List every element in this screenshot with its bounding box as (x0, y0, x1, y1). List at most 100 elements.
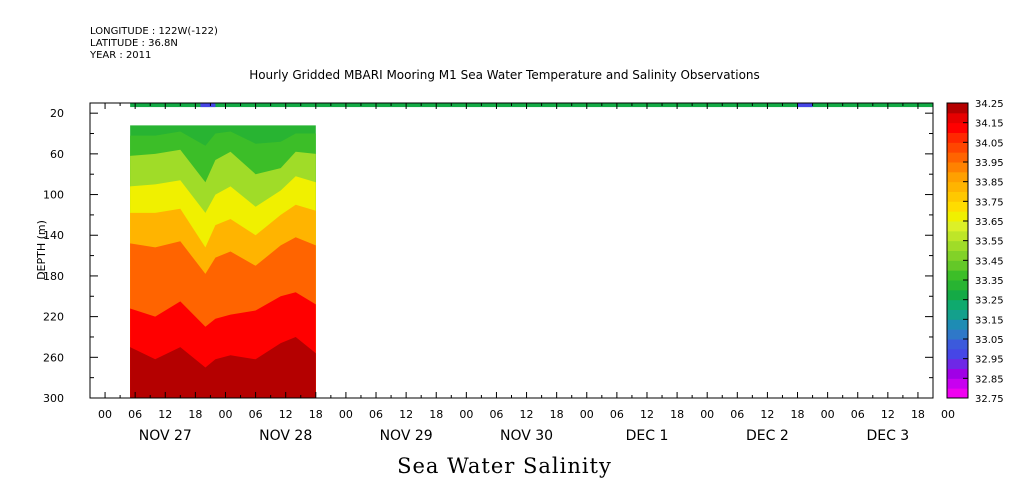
colorbar-swatch (947, 211, 968, 222)
surface-low-patch-1 (797, 103, 813, 108)
x-hour-label: 00 (580, 408, 594, 421)
axes: 00 06 12 18 00 06 12 18 00 06 12 18 00 06 12 18 00 06 12 18… (43, 103, 955, 444)
x-hour-label: 06 (489, 408, 503, 421)
x-day-label: DEC 1 (626, 428, 669, 444)
isohaline-34-2 (130, 337, 316, 398)
colorbar-label: 34.05 (975, 138, 1004, 149)
x-hour-label: 12 (399, 408, 413, 421)
chart-title: Hourly Gridded MBARI Mooring M1 Sea Wate… (249, 68, 760, 82)
chart-caption: Sea Water Salinity (397, 454, 612, 478)
colorbar-swatch (947, 358, 968, 369)
y-tick-label: 220 (43, 311, 64, 324)
colorbar-swatch (947, 329, 968, 340)
y-axis-label: DEPTH (m) (35, 220, 48, 280)
colorbar-swatch (947, 122, 968, 133)
colorbar-swatch (947, 181, 968, 192)
x-hour-label: 06 (128, 408, 142, 421)
colorbar-label: 33.25 (975, 296, 1004, 307)
colorbar-label: 33.55 (975, 237, 1004, 248)
x-hour-label: 18 (309, 408, 323, 421)
colorbar-label: 33.45 (975, 256, 1004, 267)
longitude-label: LONGITUDE : 122W(-122) (90, 26, 218, 37)
x-hour-label: 12 (279, 408, 293, 421)
colorbar-swatch (947, 250, 968, 261)
colorbar-swatch (947, 368, 968, 379)
y-tick-label: 20 (50, 107, 64, 120)
x-hour-label: 00 (339, 408, 353, 421)
latitude-label: LATITUDE : 36.8N (90, 38, 178, 49)
x-hour-label: 00 (941, 408, 955, 421)
colorbar-swatch (947, 201, 968, 212)
colorbar-swatch (947, 260, 968, 271)
x-hour-label: 18 (670, 408, 684, 421)
colorbar-swatch (947, 280, 968, 291)
x-hour-label: 12 (881, 408, 895, 421)
colorbar-swatch (947, 230, 968, 242)
x-hour-label: 06 (369, 408, 383, 421)
x-day-label: NOV 27 (139, 428, 192, 444)
salinity-field (130, 103, 933, 398)
colorbar-swatch (947, 142, 968, 153)
x-day-label: NOV 30 (500, 428, 553, 444)
y-tick-label: 300 (43, 392, 64, 405)
colorbar-swatch (947, 103, 968, 114)
colorbar-label: 33.05 (975, 335, 1004, 346)
colorbar-swatch (947, 270, 968, 281)
colorbar-label: 33.85 (975, 178, 1004, 189)
colorbar-swatch (947, 171, 968, 183)
colorbar: 34.25 34.15 34.05 33.95 33.85 33.75 33.65 33.55… (946, 99, 1004, 405)
colorbar-swatch (947, 221, 968, 232)
x-hour-label: 00 (218, 408, 232, 421)
colorbar-swatch (947, 319, 968, 330)
colorbar-swatch (947, 240, 968, 251)
colorbar-swatch (947, 339, 968, 350)
colorbar-label: 34.25 (975, 99, 1004, 110)
colorbar-swatch (947, 132, 968, 143)
colorbar-swatch (947, 348, 968, 360)
x-day-label: DEC 3 (866, 428, 909, 444)
y-tick-label: 140 (43, 229, 64, 242)
colorbar-label: 33.35 (975, 276, 1004, 287)
surface-band (130, 103, 933, 108)
year-label: YEAR : 2011 (90, 50, 152, 61)
colorbar-swatch (947, 152, 968, 163)
colorbar-swatch (947, 289, 968, 301)
x-hour-label: 06 (610, 408, 624, 421)
y-tick-label: 60 (50, 148, 64, 161)
colorbar-label: 33.15 (975, 315, 1004, 326)
colorbar-swatch (947, 191, 968, 202)
x-hour-label: 06 (249, 408, 263, 421)
y-tick-label: 100 (43, 189, 64, 202)
x-hour-label: 18 (911, 408, 925, 421)
colorbar-swatch (947, 378, 968, 389)
y-tick-label: 180 (43, 270, 64, 283)
x-hour-label: 00 (700, 408, 714, 421)
surface-low-patch-0 (200, 103, 216, 108)
colorbar-label: 33.75 (975, 197, 1004, 208)
x-hour-label: 06 (851, 408, 865, 421)
x-hour-label: 06 (730, 408, 744, 421)
x-hour-label: 00 (98, 408, 112, 421)
colorbar-swatch (947, 299, 968, 310)
colorbar-label: 34.15 (975, 119, 1004, 130)
colorbar-label: 33.65 (975, 217, 1004, 228)
colorbar-frame (946, 102, 969, 399)
x-hour-label: 18 (791, 408, 805, 421)
colorbar-label: 33.95 (975, 158, 1004, 169)
colorbar-swatch (947, 309, 968, 320)
x-hour-label: 18 (188, 408, 202, 421)
y-tick-label: 260 (43, 351, 64, 364)
x-day-label: DEC 2 (746, 428, 789, 444)
colorbar-swatch (947, 112, 968, 124)
x-day-label: NOV 29 (380, 428, 433, 444)
colorbar-swatch (947, 162, 968, 173)
colorbar-label: 32.95 (975, 355, 1004, 366)
x-hour-label: 00 (459, 408, 473, 421)
x-hour-label: 12 (640, 408, 654, 421)
x-hour-label: 00 (821, 408, 835, 421)
x-hour-label: 12 (520, 408, 534, 421)
colorbar-label: 32.85 (975, 374, 1004, 385)
colorbar-label: 32.75 (975, 394, 1004, 405)
colorbar-swatch (947, 388, 968, 399)
